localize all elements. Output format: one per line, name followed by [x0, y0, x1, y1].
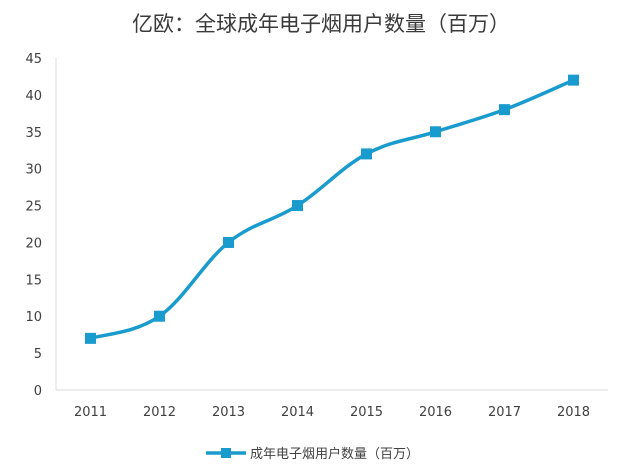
y-tick-label: 30 — [25, 163, 42, 178]
data-point-marker — [154, 310, 165, 322]
data-point-marker — [85, 332, 96, 344]
y-tick-label: 10 — [25, 310, 42, 325]
legend-label: 成年电子烟用户数量（百万） — [250, 446, 419, 462]
y-tick-label: 5 — [34, 347, 42, 362]
series-line — [89, 78, 575, 341]
x-tick-label: 2016 — [419, 405, 452, 420]
data-point-marker — [361, 148, 372, 160]
legend-marker — [221, 448, 231, 458]
x-tick-label: 2015 — [350, 405, 383, 420]
chart-title: 亿欧：全球成年电子烟用户数量（百万） — [132, 12, 510, 36]
x-tick-label: 2017 — [488, 405, 521, 420]
data-point-marker — [292, 200, 303, 212]
x-tick-label: 2012 — [143, 405, 176, 420]
y-tick-label: 45 — [25, 52, 42, 67]
data-point-marker — [223, 236, 234, 248]
x-tick-label: 2014 — [281, 405, 314, 420]
y-tick-label: 35 — [25, 126, 42, 141]
x-tick-label: 2013 — [212, 405, 245, 420]
data-point-marker — [499, 104, 510, 116]
y-tick-label: 0 — [34, 384, 42, 399]
y-tick-label: 25 — [25, 200, 42, 215]
x-tick-label: 2018 — [557, 405, 590, 420]
x-tick-label: 2011 — [74, 405, 107, 420]
y-tick-label: 20 — [25, 236, 42, 251]
y-tick-label: 15 — [25, 273, 42, 288]
data-point-marker — [430, 126, 441, 138]
y-tick-label: 40 — [25, 89, 42, 104]
data-point-marker — [568, 74, 579, 86]
